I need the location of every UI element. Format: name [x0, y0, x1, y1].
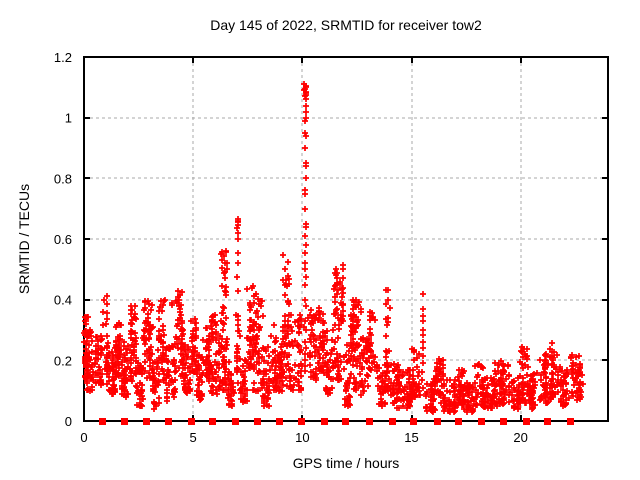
grid-lines	[84, 57, 608, 421]
y-tick-label: 0	[65, 414, 72, 429]
axis-ticks	[83, 56, 608, 422]
y-tick-label: 0.6	[54, 232, 72, 247]
y-tick-label: 0.8	[54, 171, 72, 186]
x-axis-title: GPS time / hours	[292, 455, 400, 471]
x-tick-labels: 0 5 10 15 20	[80, 430, 528, 445]
x-tick-label: 10	[295, 430, 309, 445]
y-tick-label: 0.4	[54, 293, 72, 308]
x-tick-label: 20	[513, 430, 527, 445]
y-tick-label: 1.2	[54, 50, 72, 65]
x-tick-label: 5	[190, 430, 197, 445]
y-axis-title: SRMTID / TECUs	[16, 183, 32, 295]
x-tick-label: 0	[80, 430, 87, 445]
x-tick-label: 15	[404, 430, 418, 445]
scatter-markers	[81, 81, 586, 415]
chart-title: Day 145 of 2022, SRMTID for receiver tow…	[210, 17, 482, 33]
y-tick-label: 0.2	[54, 353, 72, 368]
y-tick-label: 1	[65, 111, 72, 126]
hour-flag-markers	[99, 418, 574, 425]
y-tick-labels: 0 0.2 0.4 0.6 0.8 1 1.2	[54, 50, 72, 429]
